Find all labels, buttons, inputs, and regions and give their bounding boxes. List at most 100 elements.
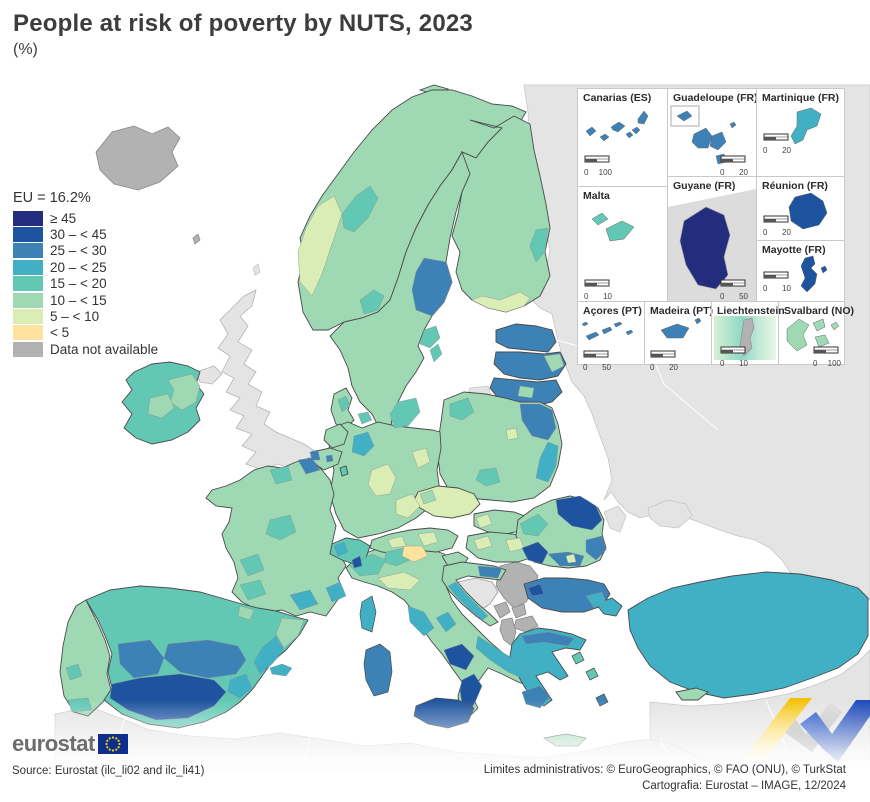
region-poland-northeast	[519, 403, 557, 441]
scale-min: 0	[650, 363, 655, 372]
inset-liechtenstein: Liechtenstein 0 10	[712, 302, 785, 368]
region-ireland-east	[167, 373, 201, 411]
region-denmark-mid	[337, 395, 351, 413]
region-lithuania-mid	[517, 385, 535, 399]
no-data-countries	[95, 125, 539, 647]
region-shetland	[252, 263, 261, 276]
region-spain-murcia	[227, 673, 253, 699]
region-turkey	[627, 571, 869, 699]
inset-reunion: Réunion (FR) 0 20	[757, 177, 844, 240]
region-france-languedoc	[289, 589, 319, 611]
outermost-regions-panel: Canarias (ES) 0 100 Guadeloupe (FR)	[577, 88, 854, 372]
malta-map	[591, 212, 635, 242]
legend-swatch	[13, 210, 43, 226]
admin-limits-line: Limites administrativos: © EuroGeographi…	[483, 764, 846, 776]
region-aegean-island-1	[571, 651, 585, 665]
scale-min: 0	[720, 292, 725, 301]
scale-max: 10	[782, 284, 791, 293]
region-crete	[543, 733, 587, 747]
region-netherlands	[323, 423, 349, 449]
inset-label: Malta	[583, 190, 610, 202]
scale-min: 0	[583, 363, 588, 372]
inset-label: Madeira (PT)	[650, 305, 714, 317]
legend-row: 15 – < 20	[13, 276, 158, 292]
scale-min: 0	[720, 359, 725, 368]
region-france-center	[265, 514, 297, 541]
region-belgium-coast	[309, 449, 321, 461]
scale-max: 20	[669, 363, 678, 372]
region-italy-piedmont	[349, 553, 387, 577]
region-france-nord	[297, 457, 321, 475]
region-slovakia-west	[475, 513, 493, 529]
legend-swatch	[13, 292, 43, 308]
nuts-region-patches	[65, 185, 607, 721]
region-crimea	[647, 499, 693, 529]
legend-label: 10 – < 15	[50, 292, 107, 308]
madeira-map	[660, 317, 702, 339]
region-spain-catalonia	[275, 617, 305, 649]
region-romania-oltenia	[521, 541, 549, 565]
region-latvia-east	[543, 353, 565, 373]
region-poland-warsaw	[505, 427, 519, 441]
region-croatia	[441, 561, 507, 627]
legend-row: 25 – < 30	[13, 243, 158, 259]
scale-max: 50	[602, 363, 611, 372]
martinique-map	[790, 107, 822, 145]
region-norway-west	[297, 195, 343, 297]
scale-min: 0	[584, 168, 589, 177]
region-montenegro	[493, 601, 511, 619]
scale-max: 100	[827, 359, 841, 368]
region-hungary-west	[473, 535, 493, 551]
cartography-line: Cartografia: Eurostat – IMAGE, 12/2024	[642, 779, 846, 792]
region-gotland	[429, 343, 443, 363]
legend-swatch	[13, 309, 43, 325]
legend-row: Data not available	[13, 341, 158, 357]
scale-max: 20	[782, 146, 791, 155]
region-faroe-islands	[192, 233, 201, 245]
scale-min: 0	[763, 284, 768, 293]
region-estonia	[495, 323, 557, 353]
divider	[667, 176, 844, 177]
scale-max: 20	[782, 228, 791, 237]
inset-canarias: Canarias (ES) 0 100	[578, 89, 667, 186]
region-balearic-islands	[269, 663, 293, 677]
attribution-note: Limites administrativos: © EuroGeographi…	[484, 763, 846, 794]
region-bulgaria-southeast	[585, 591, 607, 609]
page-subtitle: (%)	[13, 41, 38, 58]
inset-mayotte: Mayotte (FR) 0 10	[757, 241, 844, 301]
inset-label: Liechtenstein	[717, 305, 785, 317]
guyane-map	[668, 189, 756, 301]
region-romania-northeast	[555, 495, 603, 531]
region-greece	[509, 627, 587, 707]
legend-label: 20 – < 25	[50, 259, 107, 275]
region-iceland	[95, 125, 181, 191]
region-northern-ireland	[195, 365, 223, 385]
mayotte-map	[800, 255, 828, 293]
scale-bar: 0 20	[763, 129, 791, 155]
region-switzerland-west	[333, 541, 349, 557]
region-poland-east	[535, 441, 559, 483]
legend-row: 10 – < 15	[13, 292, 158, 308]
inset-guadeloupe: Guadeloupe (FR) 0 20	[668, 89, 758, 177]
region-france-paca	[325, 581, 347, 603]
scale-min: 0	[763, 228, 768, 237]
legend-label: 25 – < 30	[50, 243, 107, 259]
region-romania-bucharest	[565, 553, 577, 564]
region-sweden-stockholm	[419, 325, 441, 349]
region-sardinia	[363, 643, 393, 697]
region-germany-center	[367, 463, 397, 497]
region-united-kingdom	[217, 289, 317, 471]
inset-label: Svalbard (NO)	[784, 305, 855, 317]
region-rhodes	[595, 693, 609, 707]
legend-row: 20 – < 25	[13, 259, 158, 275]
region-poland-northwest	[449, 397, 475, 421]
svalbard-map	[786, 318, 840, 352]
legend-label: ≥ 45	[50, 210, 77, 226]
source-note: Source: Eurostat (ilc_li02 and ilc_li41)	[12, 765, 205, 777]
acores-map	[581, 321, 634, 341]
scale-bar: 0 20	[650, 346, 678, 372]
divider	[711, 301, 712, 364]
region-spain-castilla-la-mancha	[163, 639, 247, 679]
region-spain-valencia	[253, 635, 285, 675]
region-sweden-south	[389, 397, 421, 429]
